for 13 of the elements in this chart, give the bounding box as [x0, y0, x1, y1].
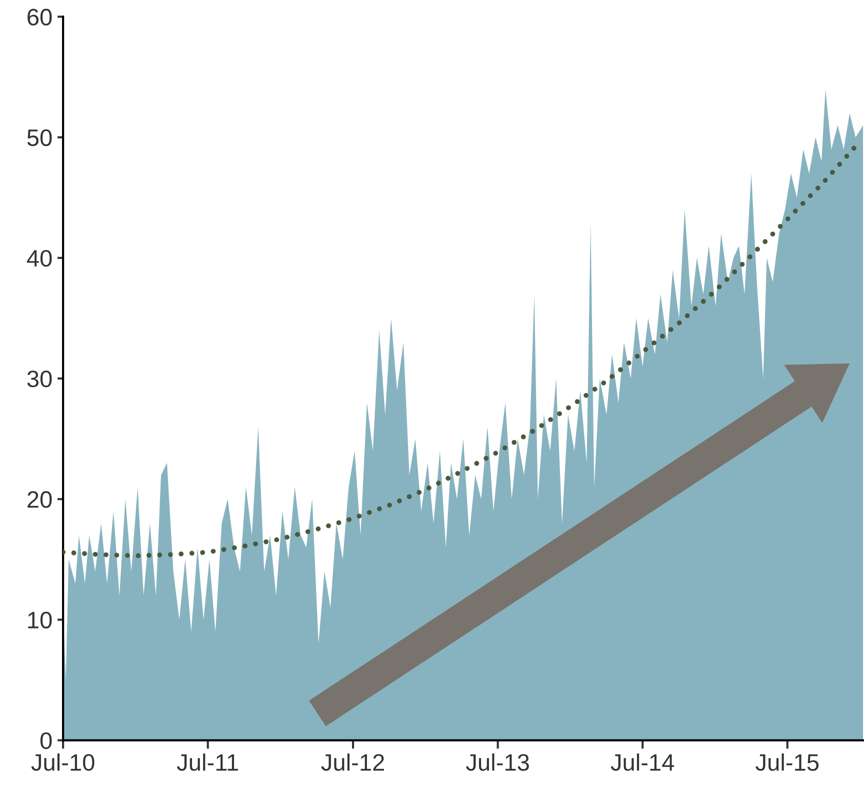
x-tick-label: Jul-12 [321, 753, 384, 771]
y-tick-label: 30 [27, 370, 52, 388]
x-tick-label: Jul-10 [31, 753, 94, 771]
y-tick-label: 20 [28, 491, 52, 508]
x-tick-label: Jul-14 [610, 753, 674, 771]
y-tick-label: 40 [26, 250, 52, 267]
x-tick-label: Jul-15 [756, 753, 819, 771]
x-tick-label: Jul-13 [466, 753, 529, 771]
y-tick-label: 60 [28, 8, 52, 26]
y-tick-label: 0 [40, 732, 52, 750]
x-tick-label: Jul-11 [176, 753, 238, 771]
y-tick-label: 50 [27, 129, 52, 146]
y-tick-label: 10 [28, 612, 52, 628]
